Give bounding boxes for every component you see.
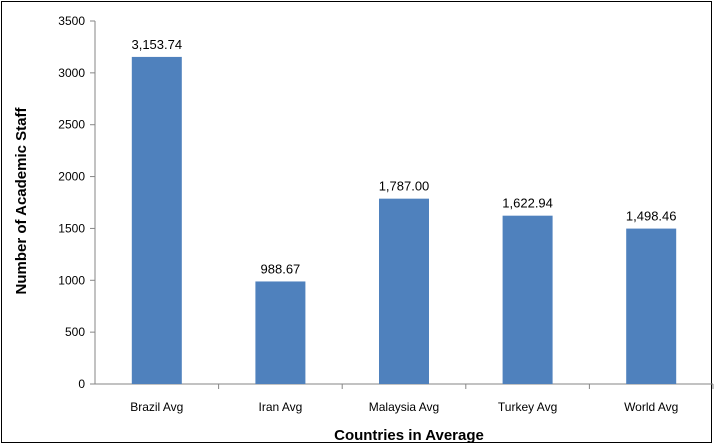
bars — [131, 56, 677, 384]
x-tick-label: Iran Avg — [258, 400, 302, 414]
y-tick-label: 2500 — [58, 118, 85, 132]
data-label: 1,787.00 — [379, 179, 430, 194]
y-axis-title: Number of Academic Staff — [13, 107, 30, 295]
data-label: 1,622.94 — [502, 196, 553, 211]
y-tick-label: 3500 — [58, 14, 85, 28]
y-tick-label: 3000 — [58, 66, 85, 80]
x-axis-ticks: Brazil Avg Iran Avg Malaysia Avg Turkey Avg… — [130, 384, 714, 414]
bar — [379, 198, 429, 384]
x-tick-label: World Avg — [624, 400, 678, 414]
bar — [255, 281, 306, 384]
data-labels: 3,153.74 988.67 1,787.00 1,622.94 1,498.46 — [131, 37, 676, 277]
bar — [502, 215, 553, 384]
x-tick-label: Brazil Avg — [130, 400, 183, 414]
data-label: 988.67 — [261, 261, 301, 276]
x-tick-label: Malaysia Avg — [369, 400, 439, 414]
y-tick-label: 2000 — [58, 170, 85, 184]
y-tick-label: 1000 — [58, 273, 85, 287]
y-tick-label: 1500 — [58, 221, 85, 235]
y-tick-label: 500 — [65, 325, 85, 339]
y-axis-ticks: 0 500 1000 1500 2000 2500 3000 3500 — [58, 14, 95, 391]
bar — [131, 56, 182, 384]
bar — [626, 228, 677, 384]
data-label: 1,498.46 — [626, 209, 677, 224]
x-axis-title: Countries in Average — [334, 427, 484, 444]
data-label: 3,153.74 — [131, 37, 182, 52]
y-tick-label: 0 — [78, 377, 85, 391]
x-tick-label: Turkey Avg — [498, 400, 557, 414]
